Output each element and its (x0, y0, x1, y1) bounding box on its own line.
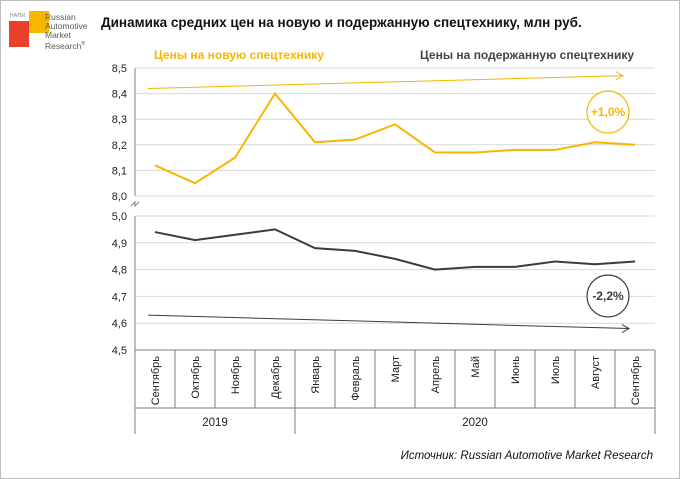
logo-line: Research® (45, 40, 88, 51)
axis-break (130, 200, 140, 208)
y-tick-label: 8,2 (112, 140, 127, 152)
x-tick-label: Май (470, 356, 482, 378)
x-tick-label: Март (390, 356, 402, 382)
x-tick-label: Июль (550, 356, 562, 384)
x-tick-label: Апрель (430, 356, 442, 394)
logo-line: Russian (45, 12, 76, 22)
y-tick-label: 8,4 (112, 89, 127, 101)
chart-title: Динамика средних цен на новую и подержан… (101, 15, 582, 30)
trend-arrow-used (147, 314, 630, 330)
y-tick-label: 5,0 (112, 211, 127, 223)
change-badge-new (586, 90, 630, 134)
y-tick-label: 8,3 (112, 114, 127, 126)
x-tick-label: Декабрь (270, 356, 282, 399)
x-tick-label: Сентябрь (150, 356, 162, 406)
y-tick-label: 4,7 (112, 291, 127, 303)
source-note: Источник: Russian Automotive Market Rese… (400, 450, 653, 462)
x-tick-label: Январь (310, 356, 322, 394)
series-line-new (154, 91, 636, 185)
legend-used: Цены на подержанную спецтехнику (420, 48, 634, 62)
y-tick-label: 4,8 (112, 265, 127, 277)
x-tick-label: Ноябрь (230, 356, 242, 394)
trend-arrow-new (147, 75, 624, 89)
logo: НАПИ Russian Automotive Market Research® (7, 7, 97, 63)
x-tick-label: Февраль (350, 356, 362, 401)
year-label: 2020 (462, 417, 488, 429)
logo-line-text: Research (45, 40, 82, 51)
trend-arrowhead-used (621, 324, 631, 333)
y-tick-label: 8,1 (112, 165, 127, 177)
x-tick-label: Август (590, 356, 602, 389)
y-tick-label: 4,5 (112, 345, 127, 357)
logo-yellow-square (29, 11, 49, 33)
trend-arrowhead-new (615, 71, 625, 81)
y-tick-label: 4,6 (112, 318, 127, 330)
series-line-used (154, 228, 636, 271)
x-tick-label: Сентябрь (630, 356, 642, 406)
logo-text: Russian Automotive Market Research® (45, 13, 88, 51)
x-tick-label: Июнь (510, 356, 522, 384)
change-label-used: -2,2% (592, 289, 624, 303)
logo-line: Automotive (45, 21, 88, 31)
logo-red-square (9, 21, 29, 47)
y-tick-label: 8,5 (112, 63, 127, 75)
year-label: 2019 (202, 417, 228, 429)
logo-small-text: НАПИ (10, 13, 26, 19)
logo-line: Market (45, 30, 71, 40)
x-tick-label: Октябрь (190, 356, 202, 399)
registered-mark: ® (81, 41, 86, 47)
change-label-new: +1,0% (591, 105, 626, 119)
change-badge-used (586, 274, 630, 318)
y-tick-label: 4,9 (112, 238, 127, 250)
y-tick-label: 8,0 (112, 191, 127, 203)
legend-new: Цены на новую спецтехнику (154, 48, 324, 62)
